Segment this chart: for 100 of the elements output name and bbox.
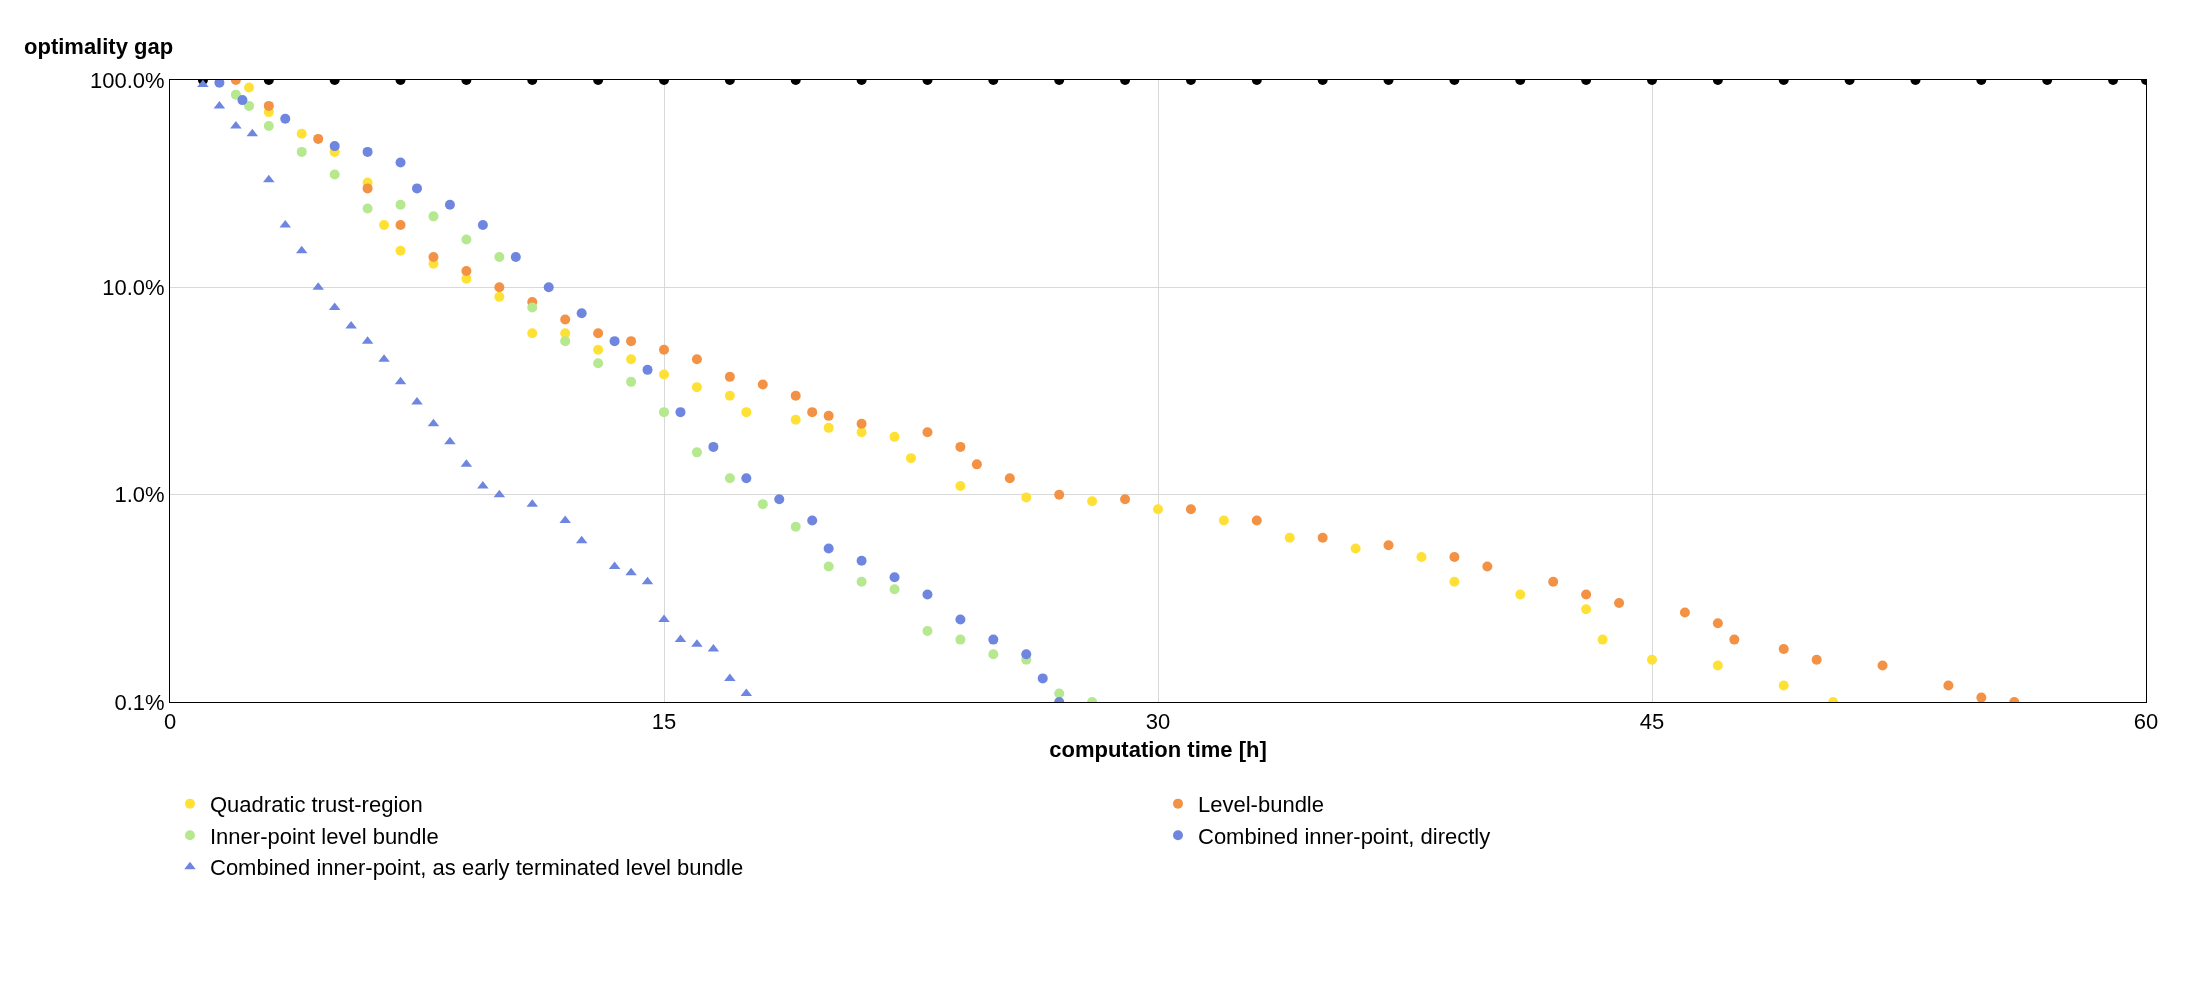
point <box>1614 598 1625 609</box>
point <box>313 133 324 144</box>
point <box>237 95 248 106</box>
point <box>1515 589 1526 600</box>
point <box>1877 660 1888 671</box>
point <box>626 354 637 365</box>
point <box>790 414 801 425</box>
point <box>955 441 966 452</box>
point <box>724 371 735 382</box>
point <box>329 169 340 180</box>
point <box>675 407 686 418</box>
point <box>889 572 900 583</box>
point <box>362 203 373 214</box>
point <box>576 308 587 319</box>
point <box>609 336 620 347</box>
point <box>988 649 999 660</box>
point <box>1778 680 1789 691</box>
point <box>1449 552 1460 563</box>
y-tick-label: 100.0% <box>89 67 165 93</box>
point <box>395 199 406 210</box>
point <box>494 252 505 263</box>
legend-label: Combined inner-point, directly <box>1198 823 1491 849</box>
point <box>244 82 255 93</box>
point <box>362 146 373 157</box>
point <box>510 252 521 263</box>
point <box>1004 473 1015 484</box>
point <box>922 427 933 438</box>
point <box>790 390 801 401</box>
point <box>593 358 604 369</box>
point <box>1218 515 1229 526</box>
point <box>724 473 735 484</box>
point <box>807 515 818 526</box>
point <box>659 344 669 355</box>
x-tick-label: 30 <box>1145 709 1171 735</box>
point <box>790 521 801 532</box>
point <box>856 418 867 429</box>
point <box>477 219 488 230</box>
x-tick-label: 15 <box>651 709 677 735</box>
point <box>823 543 834 554</box>
point <box>1251 515 1262 526</box>
point <box>955 634 966 645</box>
point <box>230 89 241 100</box>
point <box>625 567 637 576</box>
point <box>856 555 867 566</box>
point <box>214 80 225 88</box>
point <box>296 146 307 157</box>
point <box>1416 552 1427 563</box>
point <box>329 141 340 152</box>
point <box>494 282 505 293</box>
point <box>362 183 373 194</box>
point <box>906 453 916 464</box>
point <box>1647 654 1657 665</box>
point <box>774 494 785 505</box>
legend-label: Quadratic trust-region <box>210 792 423 818</box>
point <box>428 211 439 222</box>
x-tick-label: 60 <box>2133 709 2159 735</box>
point <box>922 589 933 600</box>
point <box>659 407 669 418</box>
point <box>444 436 456 445</box>
point <box>922 626 933 636</box>
point <box>1021 492 1032 503</box>
point <box>1054 688 1065 699</box>
point <box>642 364 653 375</box>
point <box>461 234 472 245</box>
point <box>988 634 999 645</box>
point <box>244 100 255 111</box>
point <box>1712 660 1723 671</box>
point <box>1120 494 1131 505</box>
point <box>741 407 752 418</box>
point <box>593 344 604 355</box>
point <box>757 499 768 510</box>
point <box>889 431 900 442</box>
point <box>1679 607 1690 618</box>
legend-label: Combined inner-point, as early terminated level bundle <box>210 855 744 881</box>
point <box>1597 634 1608 645</box>
point <box>1037 673 1048 684</box>
point <box>724 390 735 401</box>
point <box>1581 604 1592 615</box>
point <box>1976 692 1987 702</box>
y-tick-label: 10.0% <box>102 275 165 301</box>
y-axis-title: optimality gap <box>24 34 174 59</box>
point <box>691 382 702 393</box>
point <box>280 113 291 124</box>
x-tick-label: 45 <box>1639 709 1665 735</box>
point <box>527 328 538 339</box>
point <box>395 245 406 256</box>
point <box>823 422 834 433</box>
point <box>1943 680 1954 691</box>
point <box>626 336 637 347</box>
point <box>659 369 669 380</box>
point <box>1778 644 1789 655</box>
point <box>1482 561 1493 572</box>
point <box>379 219 390 230</box>
point <box>1317 532 1328 543</box>
x-axis-title: computation time [h] <box>1049 737 1267 763</box>
point <box>1021 649 1032 660</box>
point <box>1153 504 1163 515</box>
point <box>691 447 702 458</box>
point <box>1449 576 1460 587</box>
point <box>263 121 274 131</box>
